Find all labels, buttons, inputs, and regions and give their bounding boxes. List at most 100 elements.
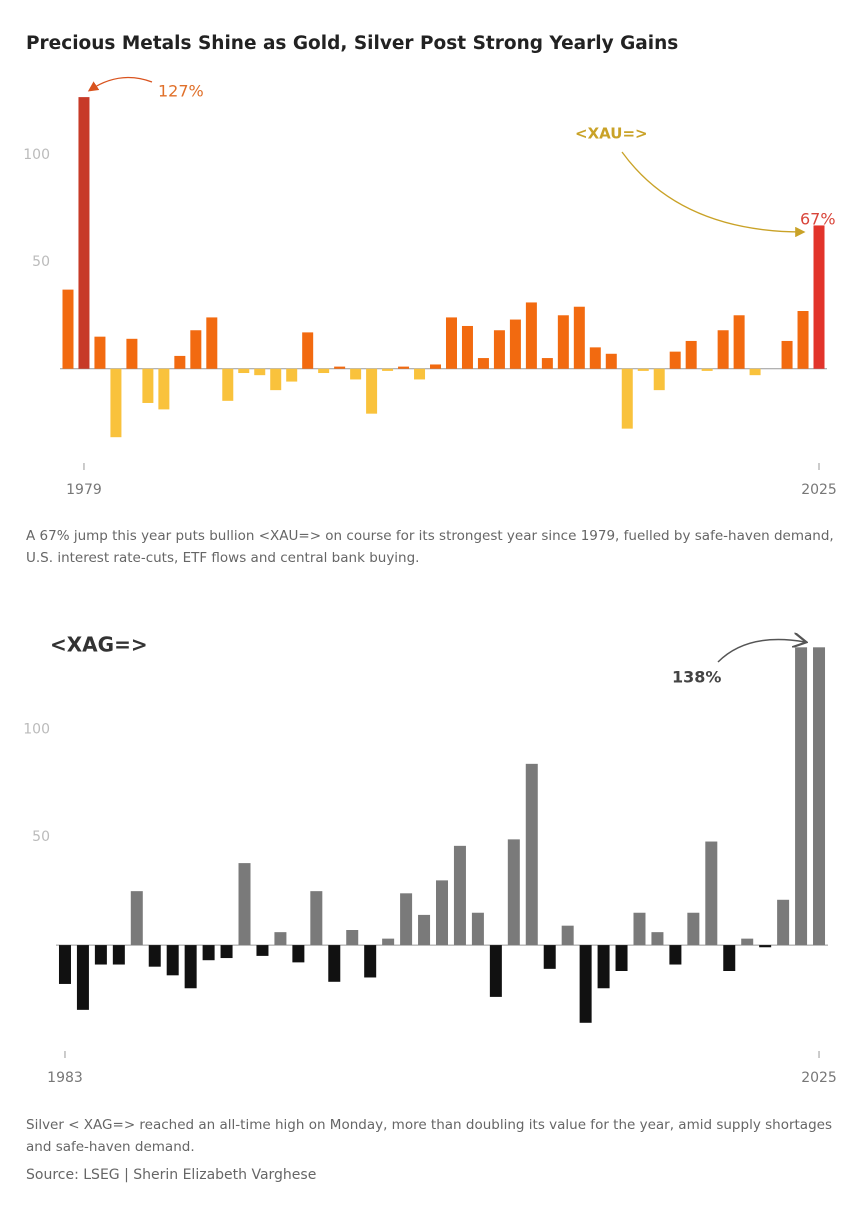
bar xyxy=(525,763,538,946)
bar xyxy=(78,97,90,369)
bar xyxy=(477,358,489,369)
bar xyxy=(366,368,378,414)
bar xyxy=(605,353,617,369)
bar xyxy=(445,317,457,369)
bar xyxy=(543,945,556,969)
bar xyxy=(256,945,269,956)
bar xyxy=(637,368,649,371)
bar xyxy=(621,368,633,429)
bar xyxy=(292,945,305,963)
bar xyxy=(58,945,71,984)
bar xyxy=(414,368,426,380)
bar xyxy=(184,945,197,989)
bar xyxy=(653,368,665,391)
bar xyxy=(813,225,825,369)
bar xyxy=(398,366,410,369)
bar xyxy=(328,945,341,982)
bar xyxy=(541,358,553,369)
bar xyxy=(651,932,664,946)
bar xyxy=(777,899,790,946)
bar xyxy=(723,945,736,971)
caption: Silver < XAG=> reached an all-time high … xyxy=(26,1117,832,1155)
bar xyxy=(382,368,394,371)
bar xyxy=(461,325,473,369)
bar xyxy=(615,945,628,971)
annotation: <XAG=> xyxy=(50,633,148,657)
bar xyxy=(507,839,520,946)
caption: A 67% jump this year puts bullion <XAU=>… xyxy=(26,528,834,566)
source: Source: LSEG | Sherin Elizabeth Varghese xyxy=(26,1167,317,1183)
bar xyxy=(130,891,143,946)
bar xyxy=(202,945,215,961)
bar xyxy=(633,912,646,946)
bar xyxy=(717,330,729,369)
bar xyxy=(471,912,484,946)
y-tick-label: 100 xyxy=(23,147,50,163)
bar xyxy=(418,914,431,946)
bar xyxy=(174,355,186,369)
bar xyxy=(813,647,826,946)
bar xyxy=(573,306,585,369)
bar xyxy=(148,945,161,967)
bar xyxy=(733,315,745,369)
bar xyxy=(436,880,448,946)
chart-title: Precious Metals Shine as Gold, Silver Po… xyxy=(26,33,678,54)
bar xyxy=(749,368,761,376)
bar xyxy=(795,647,808,946)
bar xyxy=(687,912,700,946)
arrow xyxy=(717,640,805,663)
x-tick-label: 1979 xyxy=(66,482,102,498)
bar xyxy=(302,332,314,369)
bar xyxy=(400,893,413,946)
bar xyxy=(94,336,106,369)
bar xyxy=(685,340,697,369)
bar xyxy=(222,368,234,401)
bar xyxy=(190,330,202,369)
bar xyxy=(270,368,282,391)
annotation: 67% xyxy=(800,210,836,229)
bar xyxy=(76,945,89,1010)
y-tick-label: 50 xyxy=(32,254,50,270)
bar xyxy=(334,366,346,369)
x-tick-label: 2025 xyxy=(801,1070,837,1086)
bar xyxy=(142,368,154,403)
x-tick-label: 2025 xyxy=(801,482,837,498)
bar xyxy=(453,845,466,946)
bar xyxy=(669,351,681,369)
annotation: 127% xyxy=(158,82,204,101)
bar xyxy=(382,938,395,946)
annotation: 138% xyxy=(672,668,721,687)
bar xyxy=(126,338,138,369)
bar xyxy=(430,364,442,369)
bar xyxy=(274,932,287,946)
bar xyxy=(166,945,179,976)
y-tick-label: 100 xyxy=(23,721,50,737)
bar xyxy=(364,945,377,978)
bar xyxy=(286,368,298,382)
bar xyxy=(557,315,569,369)
bar xyxy=(112,945,125,965)
bar xyxy=(238,863,251,946)
bar xyxy=(346,930,359,946)
arrow xyxy=(87,76,153,92)
annotation: <XAU=> xyxy=(575,125,648,143)
bar xyxy=(701,368,713,371)
bar xyxy=(220,945,233,959)
bar xyxy=(350,368,362,380)
bar xyxy=(310,891,323,946)
bar xyxy=(741,938,754,946)
bar xyxy=(597,945,610,989)
bar xyxy=(525,302,537,369)
bar xyxy=(759,945,772,948)
bar xyxy=(318,368,330,374)
bar xyxy=(589,347,601,369)
bar xyxy=(797,311,809,369)
bar xyxy=(489,945,502,997)
bar xyxy=(254,368,266,376)
bar xyxy=(493,330,505,369)
y-tick-label: 50 xyxy=(32,829,50,845)
x-tick-label: 1983 xyxy=(47,1070,83,1086)
bar xyxy=(579,945,592,1023)
